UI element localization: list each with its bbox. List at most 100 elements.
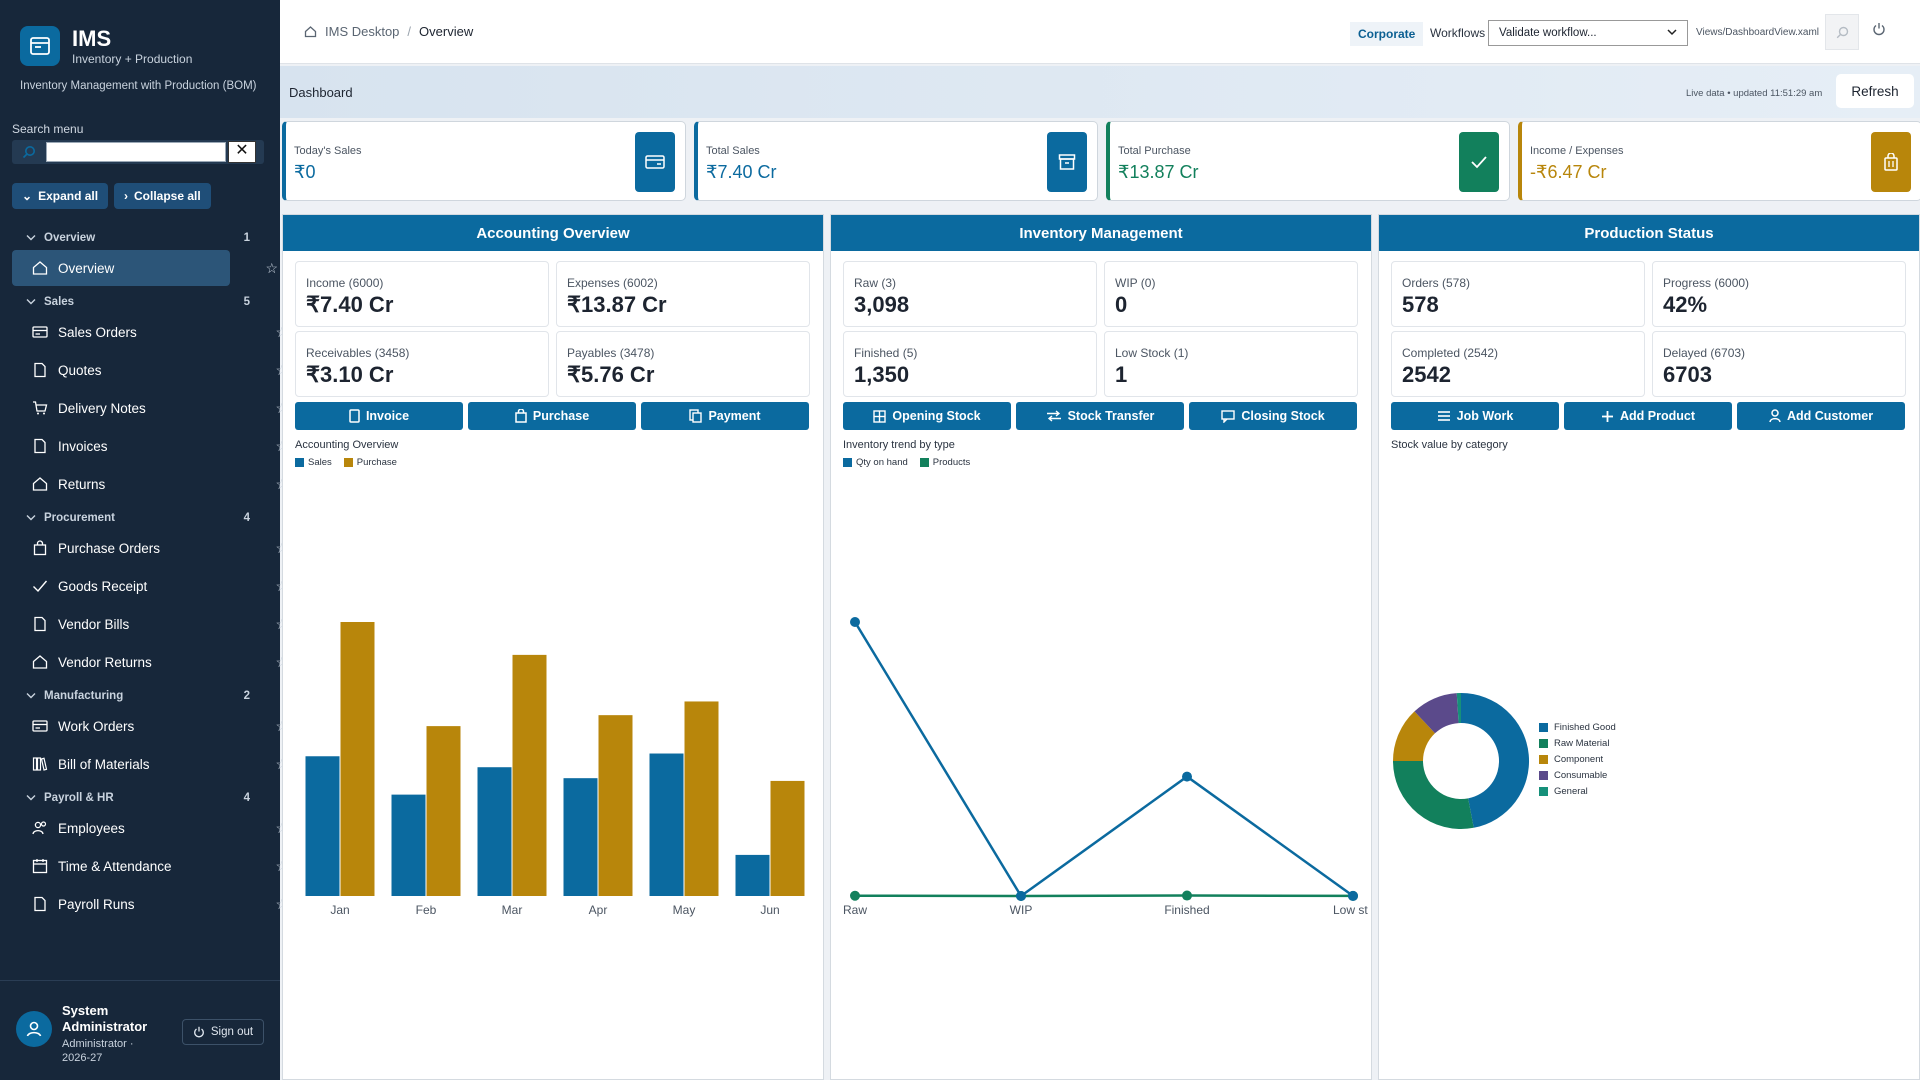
stat-label: Raw (3) [854, 276, 897, 290]
nav-group-payroll-hr[interactable]: Payroll & HR 4 [0, 786, 280, 810]
stat-card: Orders (578) 578 [1391, 261, 1645, 327]
sidebar-item-sales-orders[interactable]: Sales Orders☆ [12, 314, 288, 350]
legend-swatch [1539, 754, 1548, 764]
bar-purchase-mar [512, 654, 547, 896]
workflow-select-value: Validate workflow... [1499, 27, 1597, 39]
bar-sales-jan [305, 756, 340, 896]
panel-title: Accounting Overview [283, 215, 823, 251]
nav-group-procurement[interactable]: Procurement 4 [0, 506, 280, 530]
sidebar-item-work-orders[interactable]: Work Orders☆ [12, 708, 288, 744]
add-customer-button[interactable]: Add Customer [1737, 402, 1905, 430]
kpi-todays-sales[interactable]: Today's Sales ₹0 [282, 121, 686, 201]
workflow-select[interactable]: Validate workflow... [1488, 20, 1688, 46]
chevron-down-icon [26, 297, 36, 308]
nav-group-sales[interactable]: Sales 5 [0, 290, 280, 314]
sidebar-item-purchase-orders[interactable]: Purchase Orders☆ [12, 530, 288, 566]
sidebar-item-payroll-runs[interactable]: Payroll Runs☆ [12, 886, 288, 922]
x-tick-label: Jun [760, 903, 779, 917]
x-tick-label: Finished [1164, 903, 1209, 917]
star-icon[interactable]: ☆ [265, 259, 278, 276]
sidebar-item-label: Vendor Bills [58, 616, 130, 632]
collapse-all-label: Collapse all [134, 189, 201, 203]
job-work-button[interactable]: Job Work [1391, 402, 1559, 430]
nav-group-count: 4 [243, 792, 250, 804]
nav-group-label: Payroll & HR [44, 792, 114, 804]
legend-swatch [919, 458, 929, 467]
breadcrumb-root[interactable]: IMS Desktop [325, 24, 400, 39]
kpi-total-purchase[interactable]: Total Purchase ₹13.87 Cr [1106, 121, 1510, 201]
top-search-button[interactable] [1825, 14, 1859, 50]
sidebar-item-vendor-bills[interactable]: Vendor Bills☆ [12, 606, 288, 642]
kpi-total-sales[interactable]: Total Sales ₹7.40 Cr [694, 121, 1098, 201]
clear-search-button[interactable]: ✕ [228, 141, 256, 163]
slice-consumable [1414, 693, 1459, 734]
legend-label: Qty on hand [856, 457, 908, 468]
check-icon [32, 578, 48, 594]
sidebar-item-time-attendance[interactable]: Time & Attendance☆ [12, 848, 288, 884]
corporate-button[interactable]: Corporate [1350, 22, 1424, 46]
stat-value: ₹13.87 Cr [567, 292, 667, 317]
x-tick-label: WIP [1010, 903, 1033, 917]
slice-component [1393, 711, 1435, 761]
closing-stock-button[interactable]: Closing Stock [1189, 402, 1357, 430]
sidebar-item-bill-of-materials[interactable]: Bill of Materials☆ [12, 746, 288, 782]
stat-card: Low Stock (1) 1 [1104, 331, 1358, 397]
donut-legend: Finished Good Raw Material Component Consum… [1539, 719, 1616, 799]
opening-stock-button[interactable]: Opening Stock [843, 402, 1011, 430]
sign-out-button[interactable]: Sign out [182, 1019, 264, 1045]
home-icon[interactable] [304, 25, 317, 38]
sidebar-item-returns[interactable]: Returns☆ [12, 466, 288, 502]
bar-sales-jun [735, 854, 770, 896]
sidebar-item-delivery-notes[interactable]: Delivery Notes☆ [12, 390, 288, 426]
sidebar-item-employees[interactable]: Employees☆ [12, 810, 288, 846]
legend-label: Finished Good [1554, 721, 1616, 733]
legend-item: Products [919, 457, 970, 468]
power-icon [193, 1026, 205, 1038]
nav-group-manufacturing[interactable]: Manufacturing 2 [0, 684, 280, 708]
legend-item: General [1539, 783, 1616, 799]
sidebar-item-label: Time & Attendance [58, 858, 172, 874]
kpi-label: Income / Expenses [1530, 145, 1624, 157]
copy-icon [689, 409, 703, 423]
kpi-income-expenses[interactable]: Income / Expenses -₹6.47 Cr [1518, 121, 1920, 201]
refresh-button[interactable]: Refresh [1836, 74, 1914, 108]
sidebar-item-invoices[interactable]: Invoices☆ [12, 428, 288, 464]
action-label: Add Customer [1786, 409, 1874, 423]
sidebar-item-label: Quotes [58, 362, 102, 378]
power-icon[interactable] [1872, 22, 1886, 41]
legend-label: General [1554, 785, 1588, 797]
stat-value: 578 [1402, 292, 1439, 317]
purchase-button[interactable]: Purchase [468, 402, 636, 430]
point-raw [850, 890, 860, 901]
bag-icon [515, 409, 527, 423]
breadcrumb-separator: / [407, 24, 412, 39]
sidebar-item-vendor-returns[interactable]: Vendor Returns☆ [12, 644, 288, 680]
legend-item: Qty on hand [843, 457, 908, 468]
sidebar-item-goods-receipt[interactable]: Goods Receipt☆ [12, 568, 288, 604]
action-label: Stock Transfer [1067, 409, 1155, 423]
stat-card: Raw (3) 3,098 [843, 261, 1097, 327]
collapse-all-button[interactable]: › Collapse all [114, 183, 211, 209]
action-label: Payment [708, 409, 761, 423]
expand-all-button[interactable]: ⌄ Expand all [12, 183, 109, 209]
stat-card: Receivables (3458) ₹3.10 Cr [295, 331, 549, 397]
x-tick-label: Low st [1333, 903, 1368, 917]
production-panel: Production Status Orders (578) 578 Progr… [1378, 214, 1920, 1080]
slice-general [1456, 693, 1461, 724]
stock-transfer-button[interactable]: Stock Transfer [1016, 402, 1184, 430]
nav-group-header: Payroll & HR [26, 792, 114, 804]
chart-legend: Sales Purchase [295, 457, 409, 468]
brand: IMS Inventory + Production [20, 26, 192, 66]
payment-button[interactable]: Payment [641, 402, 809, 430]
app-logo-icon [20, 26, 60, 66]
legend-swatch [1539, 786, 1548, 796]
nav-group-overview[interactable]: Overview 1 [0, 226, 280, 250]
sidebar-item-overview[interactable]: Overview ☆ [12, 250, 278, 286]
sidebar-item-quotes[interactable]: Quotes☆ [12, 352, 288, 388]
legend-label: Raw Material [1554, 737, 1610, 749]
bar-purchase-apr [598, 715, 633, 896]
search-menu-input[interactable] [46, 142, 226, 162]
stat-card: Finished (5) 1,350 [843, 331, 1097, 397]
invoice-button[interactable]: Invoice [295, 402, 463, 430]
add-product-button[interactable]: Add Product [1564, 402, 1732, 430]
